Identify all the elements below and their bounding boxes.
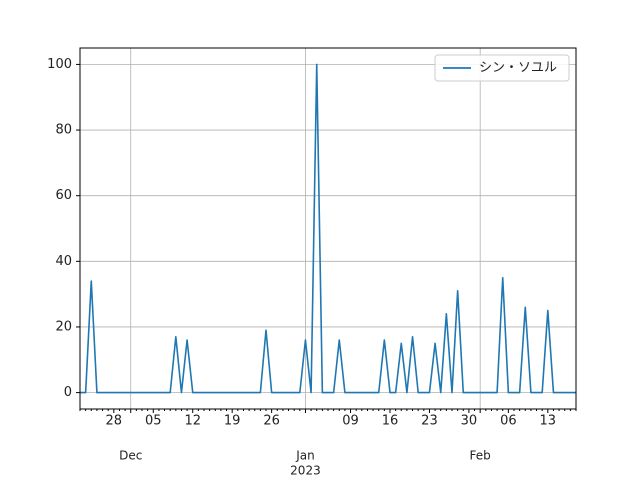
x-tick-label: 23 (421, 414, 438, 429)
month-label: Feb (470, 449, 491, 463)
y-tick-label: 80 (55, 123, 72, 138)
year-label: 2023 (290, 464, 321, 478)
y-tick-label: 0 (64, 385, 72, 400)
legend-box (434, 54, 570, 82)
x-tick-label: 13 (540, 414, 557, 429)
legend-label: シン・ソユル (479, 61, 557, 76)
y-tick-label: 20 (55, 319, 72, 334)
month-label: Dec (119, 449, 142, 463)
x-tick-label: 19 (224, 414, 241, 429)
x-tick-label: 26 (263, 414, 280, 429)
x-tick-label: 12 (184, 414, 201, 429)
month-label: Jan (295, 449, 315, 463)
x-tick-label: 16 (382, 414, 399, 429)
x-tick-label: 28 (106, 414, 123, 429)
line (80, 63, 576, 394)
y-tick-label: 60 (55, 188, 72, 203)
plot-frame (79, 47, 577, 410)
y-tick-label: 100 (47, 57, 72, 72)
x-tick-label: 30 (461, 414, 478, 429)
x-tick-label: 06 (500, 414, 517, 429)
x-tick-label: 05 (145, 414, 162, 429)
x-tick-label: 09 (342, 414, 359, 429)
y-tick-label: 40 (55, 254, 72, 269)
